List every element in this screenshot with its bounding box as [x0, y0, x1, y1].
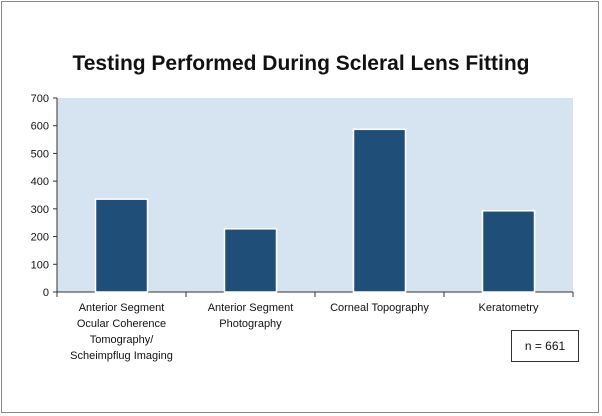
bar	[481, 210, 536, 293]
y-tick-label: 100	[31, 259, 49, 271]
y-axis: 0 100 200 300 400 500 600 700	[31, 93, 58, 299]
sample-size-annotation: n = 661	[511, 330, 579, 362]
category-labels: Anterior Segment Ocular Coherence Tomograp…	[70, 302, 539, 362]
y-tick-label: 0	[43, 287, 49, 299]
y-tick-label: 200	[31, 232, 49, 244]
bars	[94, 128, 536, 293]
category-label: Keratometry	[479, 302, 539, 314]
bar	[223, 228, 278, 293]
y-tick-label: 400	[31, 176, 49, 188]
bar	[94, 198, 149, 293]
chart-title: Testing Performed During Scleral Lens Fi…	[72, 52, 530, 75]
y-tick-label: 300	[31, 204, 49, 216]
category-label: Anterior Segment Ocular Coherence Tomograp…	[70, 302, 173, 362]
bar	[352, 128, 407, 293]
category-label: Corneal Topography	[330, 302, 429, 314]
y-tick-label: 600	[31, 121, 49, 133]
y-tick-label: 500	[31, 148, 49, 160]
y-tick-label: 700	[31, 93, 49, 105]
category-label: Anterior Segment Photography	[208, 302, 294, 330]
